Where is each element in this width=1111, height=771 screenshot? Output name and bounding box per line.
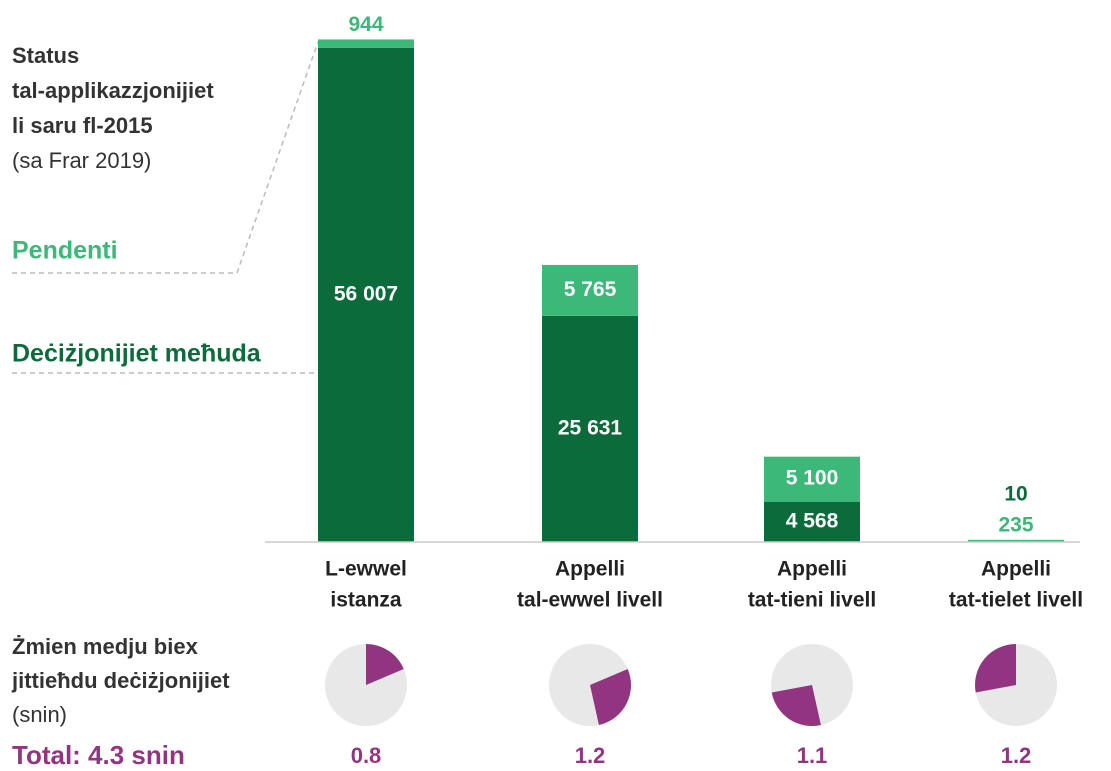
bar-segment (968, 539, 1064, 542)
pie-label: 1.2 (1001, 743, 1032, 768)
pie-label: 0.8 (351, 743, 382, 768)
chart-subtitle: (sa Frar 2019) (12, 148, 151, 173)
data-label: 10 (1004, 482, 1027, 505)
legend-label: Deċiżjonijiet meħuda (12, 340, 262, 368)
x-tick-label: Appelli (555, 558, 625, 581)
x-tick-label: tal-ewwel livell (517, 589, 663, 612)
x-tick-label: Appelli (981, 558, 1051, 581)
x-tick-label: Appelli (777, 558, 847, 581)
data-label: 4 568 (786, 509, 839, 532)
data-label: 5 100 (786, 467, 839, 490)
legend-leader (12, 41, 319, 274)
data-label: 944 (348, 13, 383, 36)
pie-label: 1.2 (575, 743, 606, 768)
pie-title: jittieħdu deċiżjonijiet (11, 668, 230, 693)
data-label: 25 631 (558, 416, 623, 439)
pie-slice (771, 685, 821, 726)
data-label: 5 765 (564, 278, 617, 301)
bar-segment (542, 264, 638, 316)
bar-segment (764, 456, 860, 502)
pie-slice (366, 644, 404, 685)
pie-slice (975, 644, 1016, 693)
pie-subtitle: (snin) (12, 702, 67, 727)
pie-title: Żmien medju biex (12, 634, 199, 659)
bar-segment (318, 39, 414, 48)
chart-title: Status (12, 43, 79, 68)
x-tick-label: L-ewwel (325, 558, 407, 581)
chart-title: tal-applikazzjonijiet (12, 78, 214, 103)
bar-segment (542, 315, 638, 542)
pie-total: Total: 4.3 snin (12, 740, 185, 770)
x-tick-label: tat-tielet livell (949, 589, 1083, 612)
pie-slice (590, 668, 631, 726)
x-tick-label: istanza (330, 589, 402, 612)
chart-title: li saru fl-2015 (12, 113, 153, 138)
pie-label: 1.1 (797, 743, 828, 768)
bar-segment (764, 501, 860, 542)
legend-label: Pendenti (12, 237, 118, 265)
bar-segment (318, 47, 414, 543)
x-tick-label: tat-tieni livell (748, 589, 876, 612)
data-label: 235 (998, 513, 1033, 536)
data-label: 56 007 (334, 282, 398, 305)
